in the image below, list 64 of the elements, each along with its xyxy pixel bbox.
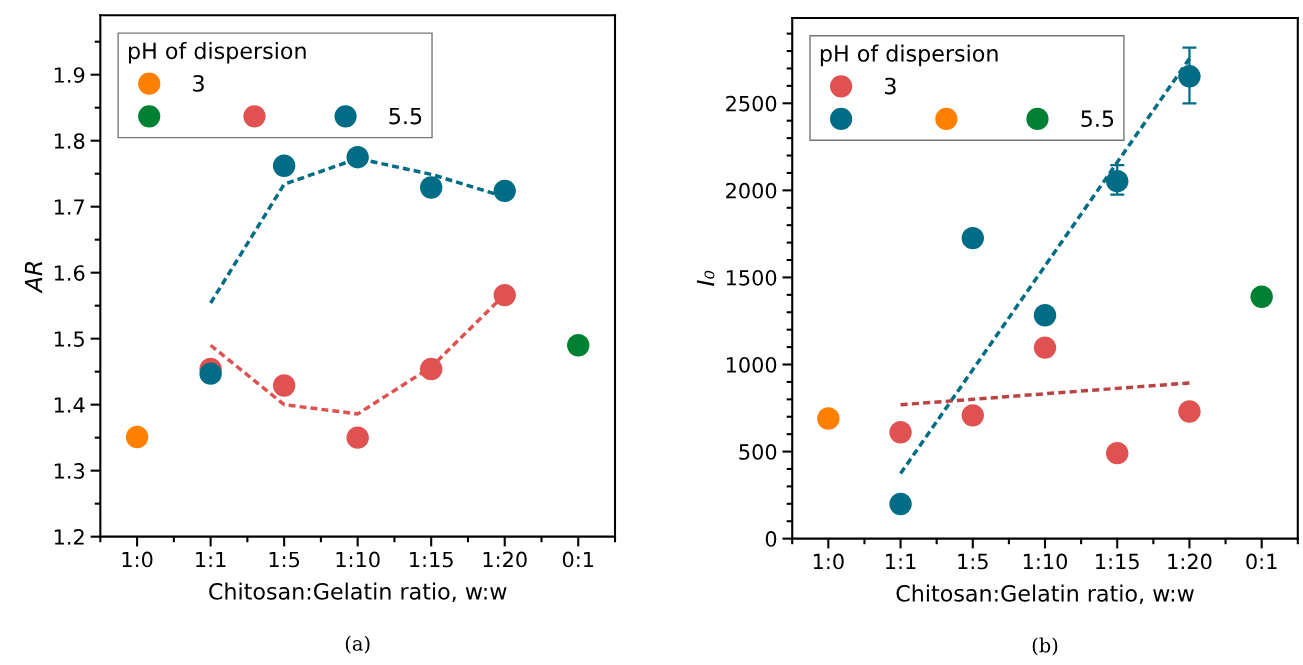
x-tick-label: 1:20 (483, 551, 527, 568)
point (272, 154, 296, 177)
x-tick-label: 1:10 (1023, 553, 1068, 570)
x-tick-label: 1:1 (886, 553, 916, 570)
y-tick-label: 500 (739, 444, 777, 460)
y-axis-title: AR (24, 261, 43, 294)
y-tick-label: 1.5 (54, 331, 84, 347)
y-tick-label: 2000 (726, 182, 777, 199)
point (961, 226, 984, 250)
y-tick-label: 0 (765, 531, 777, 547)
point (961, 404, 984, 427)
point (1106, 169, 1129, 193)
legend-title: pH of dispersion (820, 44, 998, 67)
point (889, 421, 912, 444)
y-tick-label: 1.8 (54, 133, 85, 149)
point (199, 362, 222, 385)
point (346, 145, 369, 169)
y-tick-label: 1.4 (54, 397, 85, 413)
point (1250, 285, 1273, 308)
x-tick-label: 1:5 (958, 553, 988, 570)
point (125, 425, 149, 449)
point (420, 176, 443, 199)
y-tick-label: 1.9 (54, 67, 85, 83)
point (1033, 336, 1057, 359)
point (1033, 304, 1057, 327)
point (493, 283, 516, 307)
x-tick-label: 1:10 (336, 551, 380, 568)
point (817, 407, 840, 430)
y-tick-label: 1.7 (54, 199, 84, 215)
x-tick-label: 0:1 (562, 551, 594, 568)
y-tick-label: 2500 (726, 95, 777, 112)
x-tick-label: 1:15 (410, 551, 453, 568)
point (420, 357, 443, 381)
x-tick-label: 1:5 (269, 551, 300, 568)
y-tick-label: 1000 (726, 356, 777, 373)
y-tick-label: 1.2 (54, 529, 84, 545)
x-axis-title: Chitosan:Gelatin ratio, w:w (896, 584, 1194, 604)
legend-label: 3 (193, 74, 204, 92)
point (493, 179, 516, 203)
point (1178, 400, 1201, 423)
x-tick-label: 1:0 (122, 551, 153, 568)
y-tick-label: 1500 (726, 269, 777, 286)
x-axis-title: Chitosan:Gelatin ratio, w:w (209, 582, 507, 602)
text: (a) (345, 635, 370, 654)
y-tick-label: 1.6 (54, 265, 85, 281)
point (889, 492, 912, 516)
line-series (898, 381, 1192, 407)
x-tick-label: 1:15 (1096, 553, 1139, 570)
legend-label: 5.5 (1081, 110, 1114, 128)
y-tick-label: 1.3 (54, 463, 85, 479)
point (1106, 441, 1129, 465)
x-tick-label: 1:20 (1168, 553, 1212, 570)
point (1178, 65, 1201, 88)
legend-label: 3 (885, 77, 896, 95)
point (272, 374, 296, 397)
text: (b) (1032, 637, 1058, 656)
legend-label: 5.5 (389, 107, 422, 125)
point (346, 426, 369, 449)
x-tick-label: 1:0 (813, 553, 844, 570)
x-tick-label: 0:1 (1246, 553, 1277, 570)
legend-title: pH of dispersion (129, 41, 306, 64)
x-tick-label: 1:1 (196, 551, 226, 568)
y-axis-title: I₀ (696, 270, 715, 286)
point (567, 334, 590, 357)
